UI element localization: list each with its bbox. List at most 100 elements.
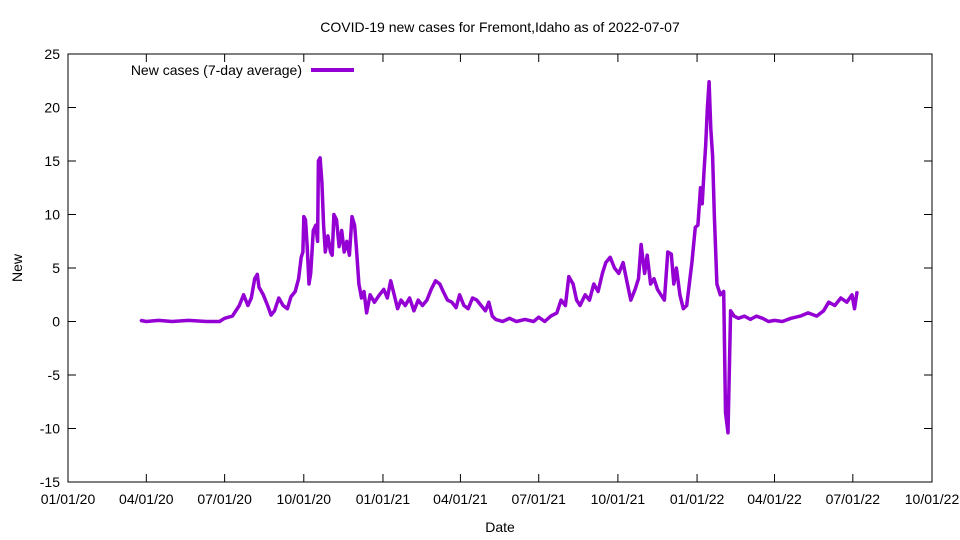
data-point [324, 251, 327, 253]
data-point [597, 290, 599, 293]
data-point [579, 304, 581, 307]
data-point [691, 261, 693, 264]
data-point [568, 275, 570, 278]
data-point [348, 254, 351, 256]
data-point [205, 320, 208, 323]
plot-area-frame [67, 53, 933, 483]
data-point [351, 215, 353, 218]
data-point [799, 315, 802, 317]
data-point [300, 256, 303, 259]
series-layer [139, 80, 859, 435]
data-point [851, 294, 853, 296]
data-point [508, 317, 511, 320]
y-tick-label: 10 [44, 207, 60, 223]
data-point [488, 301, 490, 304]
data-point [322, 224, 325, 226]
data-point [218, 320, 221, 323]
data-point [626, 283, 629, 285]
data-point [273, 310, 276, 312]
x-tick-label: 10/01/22 [905, 491, 960, 507]
data-point [822, 310, 825, 312]
data-point [315, 224, 317, 226]
data-point [675, 267, 678, 269]
data-point [564, 304, 567, 307]
data-point [724, 411, 727, 414]
data-point [223, 317, 226, 320]
data-point [743, 315, 746, 317]
data-point [584, 294, 586, 296]
data-point [262, 294, 265, 296]
y-tick-label: 15 [44, 153, 60, 169]
data-point [294, 290, 297, 293]
data-point [601, 272, 604, 275]
y-tick-label: 5 [52, 260, 60, 276]
data-point [270, 314, 272, 316]
data-point [807, 312, 809, 314]
data-point [383, 288, 385, 291]
data-point [853, 307, 856, 310]
data-point [316, 240, 319, 243]
data-point [256, 273, 259, 276]
data-point [282, 304, 284, 307]
data-point [685, 304, 688, 307]
legend-label: New cases (7-day average) [131, 62, 302, 78]
data-point [710, 128, 712, 130]
data-point [308, 283, 310, 285]
x-axis: 01/01/20 04/01/20 07/01/20 10/01/20 01/01/21… [41, 54, 960, 507]
data-point [302, 251, 304, 253]
legend: New cases (7-day average) [131, 62, 354, 78]
data-point [649, 283, 652, 285]
data-point [312, 229, 315, 232]
data-point [697, 224, 699, 226]
data-point [247, 304, 249, 307]
data-point [491, 315, 494, 317]
data-point [242, 294, 245, 296]
data-point [467, 307, 470, 310]
data-point [834, 304, 836, 307]
data-point [404, 304, 407, 307]
data-point [365, 312, 368, 314]
y-tick-label: 25 [44, 46, 60, 62]
x-tick-label: 01/01/22 [670, 491, 725, 507]
data-point [286, 307, 289, 310]
data-point [694, 226, 697, 229]
data-point [790, 317, 792, 320]
data-point [451, 301, 453, 304]
data-point [679, 294, 681, 296]
data-point [358, 283, 360, 285]
data-point [353, 224, 356, 226]
x-tick-label: 10/01/20 [277, 491, 332, 507]
data-point [250, 297, 253, 299]
data-point [711, 154, 714, 157]
data-point [480, 304, 482, 307]
data-point [319, 157, 321, 159]
data-point [737, 317, 740, 320]
data-point [622, 261, 624, 264]
data-point [413, 310, 415, 312]
data-point [704, 144, 707, 146]
data-point [815, 315, 818, 317]
data-point [560, 299, 562, 301]
data-point [446, 299, 449, 301]
data-point [476, 299, 478, 301]
data-point [761, 317, 764, 320]
x-tick-label: 01/01/20 [41, 491, 96, 507]
data-point [634, 288, 636, 291]
data-point [699, 187, 702, 189]
data-point [484, 310, 487, 312]
x-tick-label: 04/01/21 [433, 491, 488, 507]
data-point [327, 235, 329, 237]
data-point [303, 215, 305, 218]
data-point [378, 294, 381, 296]
data-point [524, 318, 526, 321]
data-point [393, 294, 396, 296]
data-point [827, 301, 830, 304]
data-point [340, 229, 343, 232]
y-tick-label: -15 [40, 474, 60, 490]
x-tick-label: 07/01/20 [197, 491, 252, 507]
data-point [417, 299, 420, 301]
data-point [355, 245, 358, 248]
y-tick-label: -10 [40, 421, 60, 437]
data-point [373, 301, 376, 304]
data-point [329, 251, 332, 253]
